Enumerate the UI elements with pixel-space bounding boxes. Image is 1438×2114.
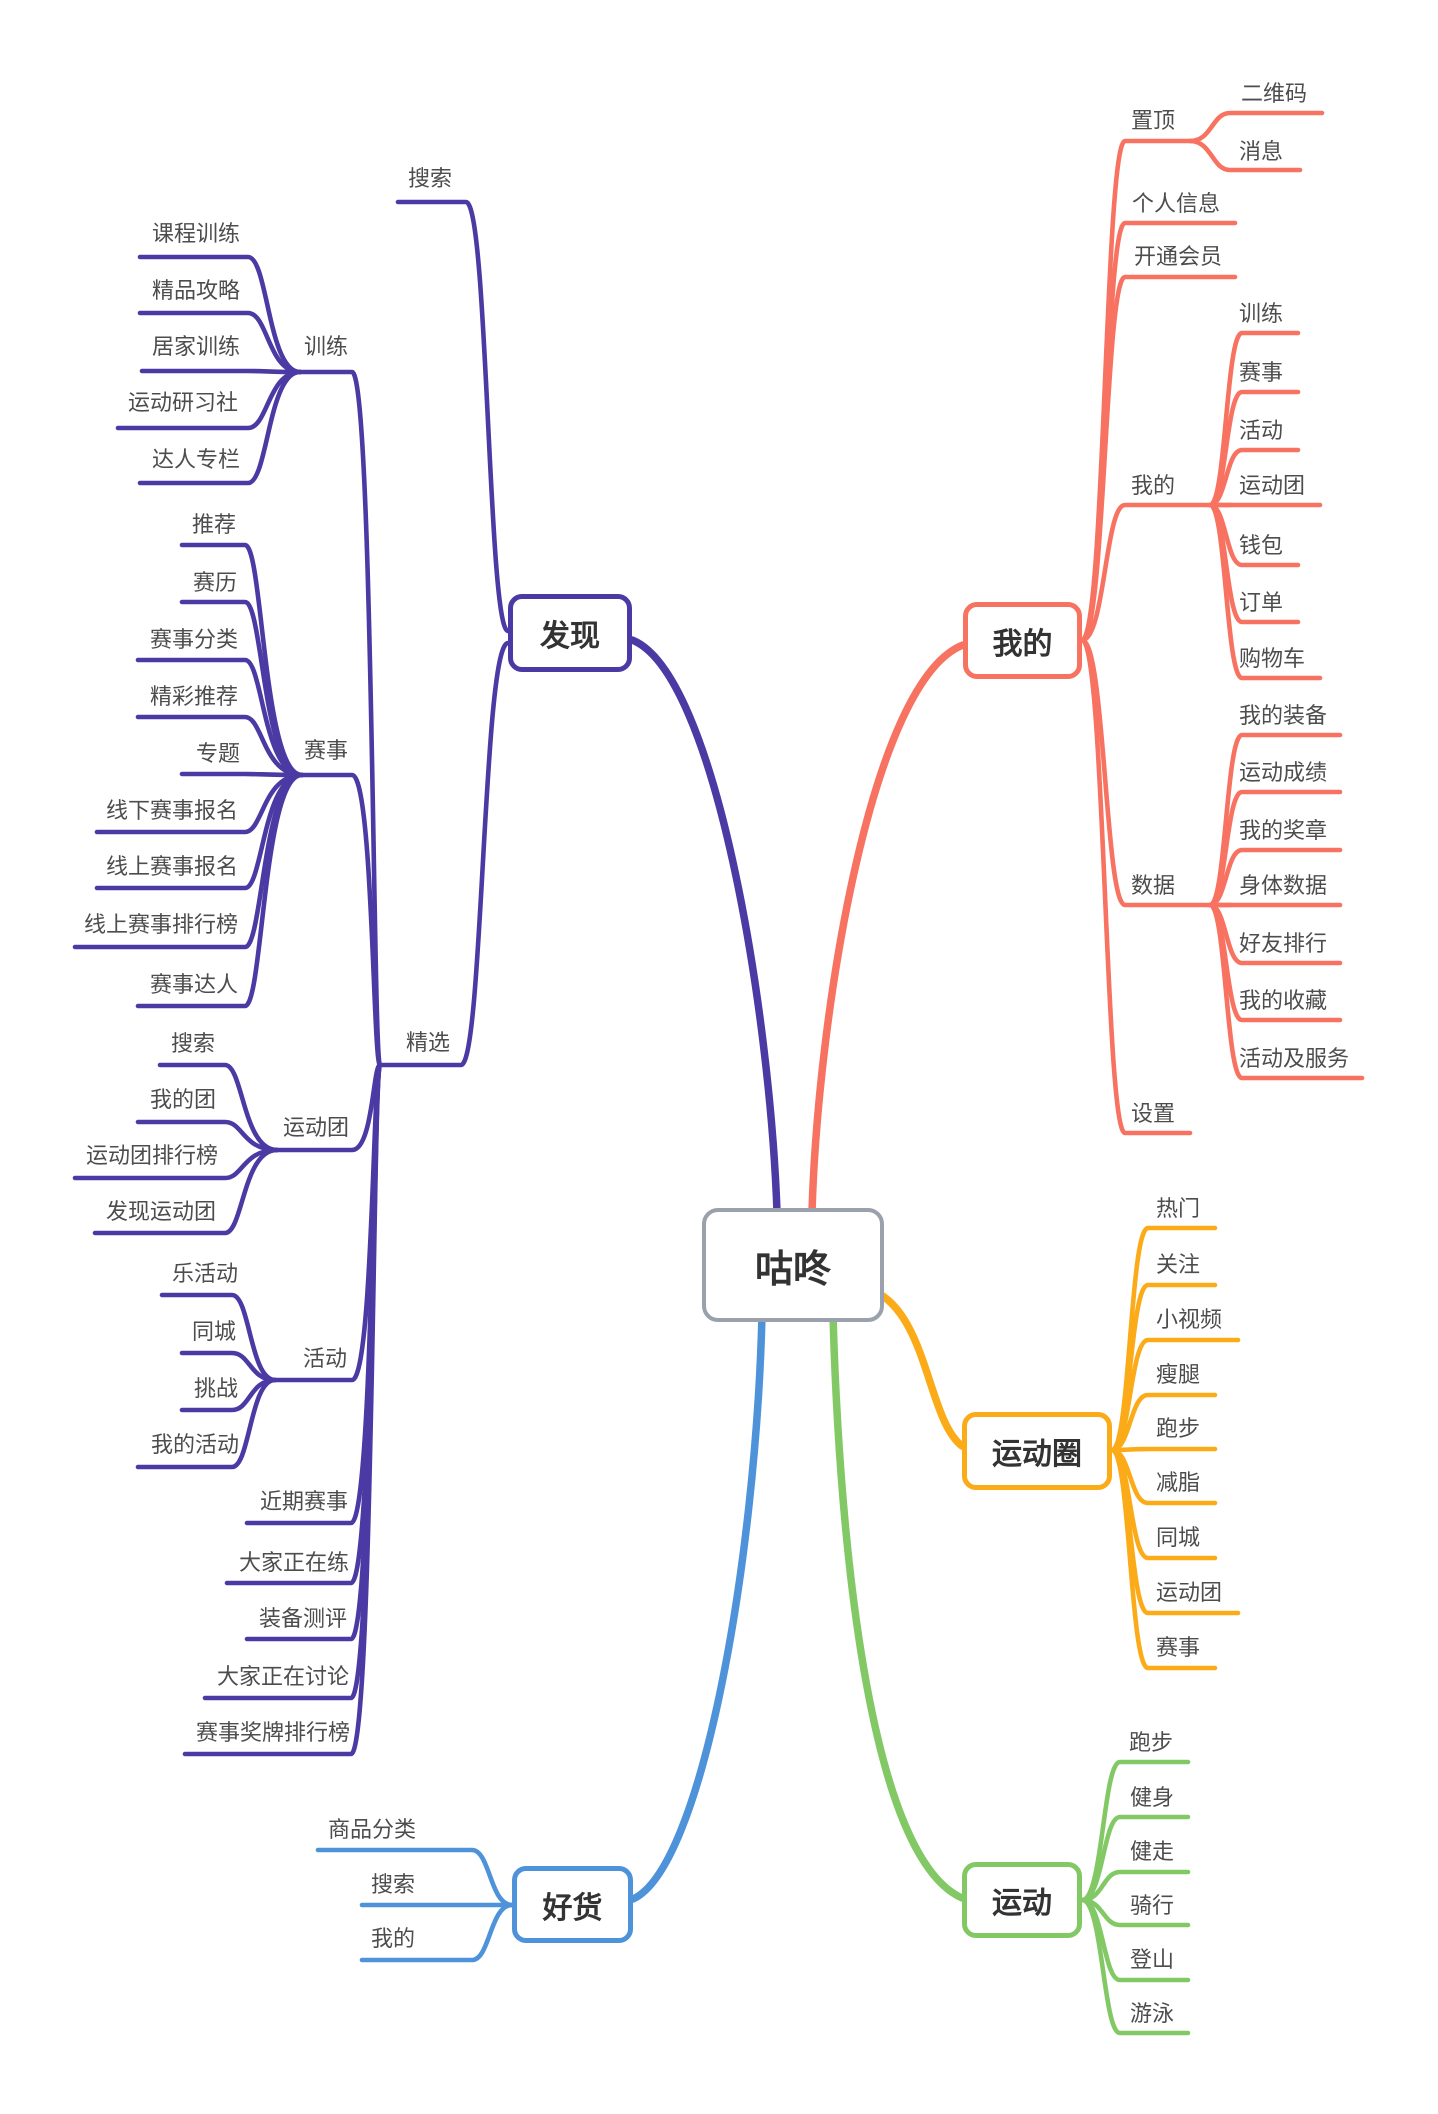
topic-activities[interactable]: 活动: [303, 1347, 348, 1372]
topic-settings[interactable]: 设置: [1131, 1102, 1176, 1127]
topic-mine-sub[interactable]: 我的: [1131, 474, 1176, 499]
topic-offline-event-signup[interactable]: 线下赛事报名: [106, 799, 239, 824]
topic-walking[interactable]: 健走: [1130, 1840, 1175, 1865]
topic-online-event-ranking[interactable]: 线上赛事排行榜: [84, 913, 239, 938]
topic-my-sports-group[interactable]: 运动团: [1239, 474, 1306, 499]
topic-sports-records[interactable]: 运动成绩: [1239, 761, 1328, 786]
topic-fat-loss[interactable]: 减脂: [1156, 1471, 1201, 1496]
topic-wallet[interactable]: 钱包: [1239, 534, 1284, 559]
sports-connectors: [829, 1311, 1191, 2036]
mine-connectors: [808, 110, 1365, 1216]
topic-hiking[interactable]: 登山: [1130, 1948, 1175, 1973]
topic-product-categories[interactable]: 商品分类: [328, 1818, 417, 1843]
topic-featured[interactable]: 精选: [406, 1031, 451, 1056]
branch-mine-label: 我的: [992, 626, 1053, 662]
topic-course-training[interactable]: 课程训练: [152, 222, 241, 247]
topic-short-videos[interactable]: 小视频: [1156, 1308, 1223, 1333]
topic-data[interactable]: 数据: [1131, 874, 1176, 899]
topic-same-city-circle[interactable]: 同城: [1156, 1526, 1201, 1551]
topic-online-event-signup[interactable]: 线上赛事报名: [106, 855, 239, 880]
topic-fitness[interactable]: 健身: [1130, 1786, 1175, 1811]
topic-running-circle[interactable]: 跑步: [1156, 1417, 1201, 1442]
topic-my-activities[interactable]: 我的活动: [151, 1433, 240, 1458]
branch-sports[interactable]: 运动: [962, 1862, 1082, 1938]
root-label: 咕咚: [754, 1246, 831, 1291]
topic-expert-column[interactable]: 达人专栏: [152, 448, 241, 473]
root-node[interactable]: 咕咚: [702, 1208, 884, 1322]
topic-recent-events[interactable]: 近期赛事: [260, 1490, 349, 1515]
topic-my-events[interactable]: 赛事: [1239, 361, 1284, 386]
topic-training[interactable]: 训练: [304, 335, 349, 360]
topic-search[interactable]: 搜索: [408, 167, 453, 192]
topic-orders[interactable]: 订单: [1239, 591, 1284, 616]
topic-swimming[interactable]: 游泳: [1130, 2002, 1175, 2027]
topic-group-search[interactable]: 搜索: [171, 1032, 216, 1057]
branch-discover[interactable]: 发现: [508, 594, 632, 672]
topic-events-circle[interactable]: 赛事: [1156, 1636, 1201, 1661]
topic-cycling[interactable]: 骑行: [1130, 1894, 1175, 1919]
branch-sports-label: 运动: [992, 1886, 1052, 1921]
discover-connectors: [72, 199, 781, 1757]
topic-trending-discussions[interactable]: 大家正在讨论: [217, 1665, 350, 1690]
topic-messages[interactable]: 消息: [1239, 140, 1284, 165]
topic-my-group[interactable]: 我的团: [150, 1088, 217, 1113]
topic-running[interactable]: 跑步: [1129, 1731, 1174, 1756]
topic-sports-study-club[interactable]: 运动研习社: [128, 391, 239, 416]
branch-discover-label: 发现: [540, 619, 600, 654]
topic-same-city[interactable]: 同城: [192, 1320, 237, 1345]
topic-goods-mine[interactable]: 我的: [371, 1927, 416, 1952]
topic-qr-code[interactable]: 二维码: [1241, 82, 1308, 107]
topic-challenges[interactable]: 挑战: [194, 1377, 239, 1402]
topic-medal-ranking[interactable]: 赛事奖牌排行榜: [196, 1721, 351, 1746]
topic-special-topics[interactable]: 专题: [196, 742, 241, 767]
topic-my-favorites[interactable]: 我的收藏: [1239, 989, 1328, 1014]
goods-connectors: [315, 1311, 766, 1963]
topic-goods-search[interactable]: 搜索: [371, 1873, 416, 1898]
sports-circle-connectors: [872, 1225, 1241, 1671]
topic-premium-guides[interactable]: 精品攻略: [152, 279, 241, 304]
topic-activities-services[interactable]: 活动及服务: [1239, 1047, 1350, 1072]
topic-profile[interactable]: 个人信息: [1132, 192, 1221, 217]
branch-goods[interactable]: 好货: [512, 1866, 633, 1943]
topic-trending-workouts[interactable]: 大家正在练: [239, 1551, 350, 1576]
branch-sports-circle[interactable]: 运动圈: [962, 1412, 1112, 1490]
topic-discover-groups[interactable]: 发现运动团: [106, 1200, 217, 1225]
topic-events[interactable]: 赛事: [304, 739, 349, 764]
topic-gear-reviews[interactable]: 装备测评: [259, 1607, 348, 1632]
branch-goods-label: 好货: [542, 1890, 603, 1926]
topic-leg-slimming[interactable]: 瘦腿: [1156, 1363, 1201, 1388]
topic-following[interactable]: 关注: [1156, 1253, 1201, 1278]
topic-fun-activities[interactable]: 乐活动: [172, 1262, 239, 1287]
topic-race-calendar[interactable]: 赛历: [193, 571, 238, 596]
topic-cart[interactable]: 购物车: [1239, 647, 1306, 672]
topic-highlights[interactable]: 精彩推荐: [150, 685, 239, 710]
topic-my-medals[interactable]: 我的奖章: [1239, 819, 1328, 844]
topic-friends-ranking[interactable]: 好友排行: [1239, 932, 1328, 957]
topic-sports-group-circle[interactable]: 运动团: [1156, 1581, 1223, 1606]
topic-sports-group[interactable]: 运动团: [283, 1116, 350, 1141]
branch-sports-circle-label: 运动圈: [992, 1437, 1082, 1472]
topic-my-gear[interactable]: 我的装备: [1239, 704, 1328, 729]
topic-recommend[interactable]: 推荐: [192, 513, 237, 538]
topic-pinned[interactable]: 置顶: [1131, 109, 1176, 134]
topic-my-activities-mine[interactable]: 活动: [1239, 419, 1284, 444]
topic-membership[interactable]: 开通会员: [1134, 245, 1223, 270]
branch-mine[interactable]: 我的: [963, 602, 1082, 679]
topic-group-ranking[interactable]: 运动团排行榜: [86, 1144, 219, 1169]
topic-body-data[interactable]: 身体数据: [1239, 874, 1328, 899]
topic-home-training[interactable]: 居家训练: [152, 335, 241, 360]
topic-event-experts[interactable]: 赛事达人: [150, 973, 239, 998]
topic-hot[interactable]: 热门: [1156, 1197, 1201, 1222]
topic-my-training[interactable]: 训练: [1239, 302, 1284, 327]
topic-event-categories[interactable]: 赛事分类: [150, 628, 239, 653]
